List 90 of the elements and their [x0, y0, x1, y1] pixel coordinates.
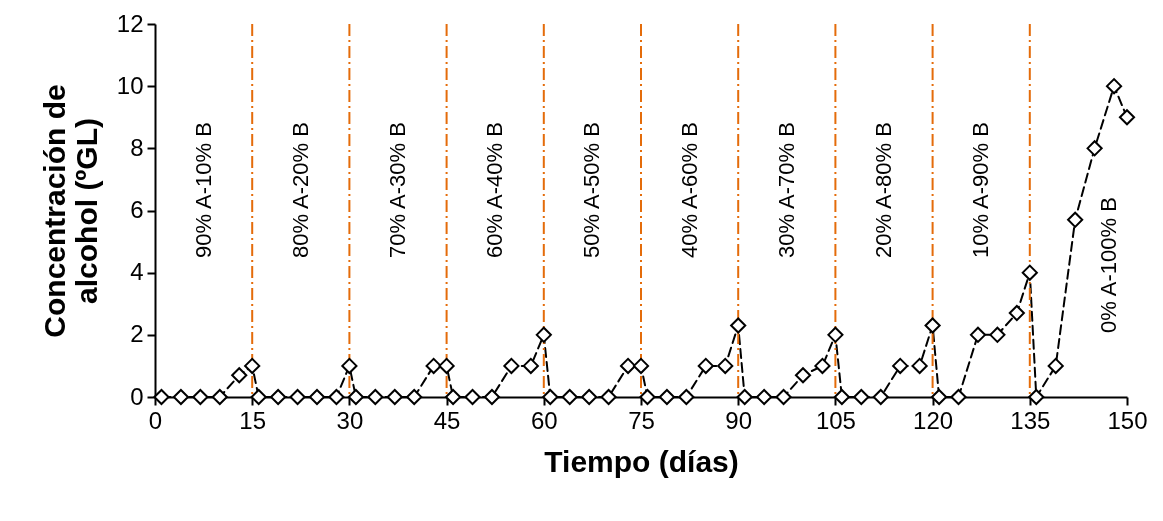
x-tick-label: 15: [239, 406, 267, 434]
annotation: 0% A-100% B: [1096, 197, 1121, 333]
point: [619, 357, 637, 374]
point: [639, 388, 656, 406]
point: [1021, 264, 1038, 281]
x-tick-label: 0: [148, 406, 163, 434]
x-tick-label: 150: [1107, 406, 1148, 434]
annotation: 50% A-50% B: [579, 122, 605, 258]
point: [1067, 211, 1084, 228]
point: [522, 357, 539, 374]
point: [561, 388, 578, 406]
point: [581, 388, 598, 406]
point: [231, 367, 248, 384]
x-tick-label: 45: [433, 406, 461, 434]
point: [600, 388, 617, 406]
point: [244, 357, 261, 374]
point: [406, 388, 423, 406]
x-tick-label: 105: [815, 406, 856, 434]
annotation: 70% A-30% B: [385, 122, 410, 258]
x-tick-label: 135: [1010, 406, 1051, 434]
point: [969, 326, 987, 343]
point: [730, 317, 747, 334]
x-tick-label: 30: [336, 406, 364, 434]
point: [872, 388, 889, 406]
point: [950, 388, 967, 406]
point: [438, 357, 455, 374]
point: [542, 388, 559, 406]
point: [1086, 140, 1103, 157]
point: [911, 357, 928, 374]
annotation: 40% A-60% B: [676, 122, 702, 258]
point: [172, 388, 189, 406]
point: [211, 388, 228, 406]
point: [1047, 357, 1064, 374]
point: [814, 357, 831, 374]
point: [853, 388, 870, 406]
point: [289, 388, 306, 406]
point: [341, 357, 358, 374]
point: [250, 388, 267, 406]
point: [308, 388, 326, 406]
point: [827, 326, 844, 343]
point: [892, 357, 909, 374]
y-tick-label: 6: [130, 196, 144, 223]
point: [328, 388, 345, 406]
point: [192, 388, 209, 406]
point: [425, 357, 442, 374]
point: [678, 388, 695, 406]
point: [931, 388, 948, 406]
x-tick-label: 120: [913, 406, 954, 434]
y-tick-label: 12: [116, 9, 144, 37]
y-tick-label: 0: [130, 382, 144, 410]
point: [794, 367, 812, 384]
point: [483, 388, 501, 406]
point: [717, 357, 734, 374]
x-tick-label: 75: [628, 406, 655, 434]
point: [367, 388, 384, 406]
point: [736, 388, 753, 406]
point: [632, 357, 650, 374]
annotation: 20% A-80% B: [871, 122, 896, 258]
x-tick-label: 90: [725, 406, 753, 434]
y-axis-title: Concentración de alcohol (ºGL): [37, 84, 103, 338]
x-axis-title: Tiempo (días): [544, 444, 739, 478]
point: [775, 388, 792, 406]
point: [924, 317, 941, 334]
point: [464, 388, 481, 406]
annotation: 30% A-70% B: [773, 122, 799, 258]
point: [153, 388, 170, 406]
y-tick-label: 10: [116, 71, 144, 99]
point: [503, 357, 520, 374]
annotation: 90% A-10% B: [190, 122, 216, 258]
annotation: 80% A-20% B: [287, 122, 313, 258]
annotation: 60% A-40% B: [482, 122, 508, 258]
point: [1028, 388, 1045, 406]
point: [1118, 109, 1136, 126]
point: [535, 326, 552, 343]
y-tick-label: 8: [130, 133, 144, 161]
point: [989, 326, 1006, 343]
point: [270, 388, 287, 406]
point: [1105, 78, 1123, 95]
point: [445, 388, 462, 406]
point: [386, 388, 403, 406]
point: [697, 357, 714, 374]
annotation: 10% A-90% B: [968, 122, 994, 258]
point: [347, 388, 364, 406]
x-tick-label: 60: [530, 406, 558, 434]
point: [756, 388, 773, 406]
point: [1008, 305, 1025, 322]
y-tick-label: 2: [130, 320, 144, 348]
point: [658, 388, 675, 406]
y-tick-label: 4: [130, 258, 144, 286]
point: [833, 388, 850, 406]
